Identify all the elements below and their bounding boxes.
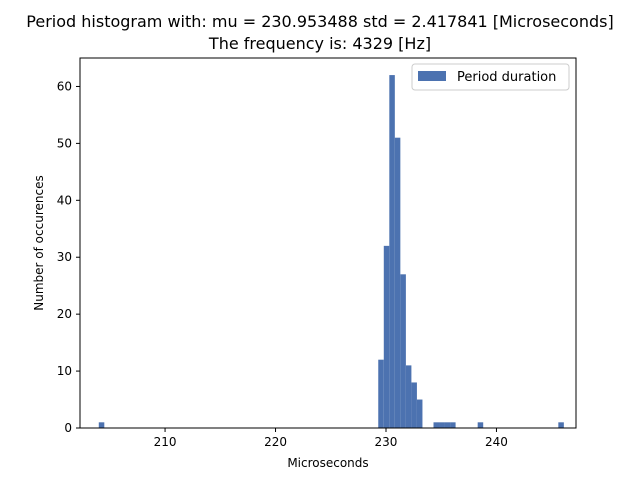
y-tick-label: 10 bbox=[57, 364, 72, 378]
x-tick-label: 220 bbox=[264, 435, 287, 449]
legend-box bbox=[411, 63, 570, 91]
x-tick-label: 210 bbox=[154, 435, 177, 449]
chart-title-line-1: Period histogram with: mu = 230.953488 s… bbox=[26, 12, 613, 31]
y-tick-label: 40 bbox=[57, 193, 72, 207]
plot-frame bbox=[79, 57, 577, 429]
x-axis-ticks: 210 220 230 240 bbox=[154, 428, 508, 449]
histogram-bar bbox=[444, 422, 451, 428]
histogram-bar bbox=[378, 359, 384, 428]
y-tick-label: 0 bbox=[64, 421, 72, 435]
histogram-bar bbox=[98, 422, 105, 428]
histogram-bar bbox=[558, 422, 564, 428]
chart-title-line-2: The frequency is: 4329 [Hz] bbox=[208, 34, 431, 53]
histogram-bar bbox=[439, 422, 445, 428]
x-axis-label: Microseconds bbox=[287, 456, 368, 470]
histogram-bar bbox=[450, 422, 456, 428]
histogram-bar bbox=[411, 382, 417, 428]
histogram-bar bbox=[477, 422, 484, 428]
histogram-bar bbox=[394, 137, 401, 428]
histogram-bar bbox=[383, 245, 390, 428]
y-tick-label: 50 bbox=[57, 136, 72, 150]
y-tick-label: 30 bbox=[57, 250, 72, 264]
histogram-bar bbox=[389, 75, 395, 428]
legend-swatch bbox=[418, 71, 446, 81]
legend: Period duration bbox=[411, 63, 570, 91]
histogram-bar bbox=[433, 422, 440, 428]
y-axis-ticks: 0 10 20 30 40 50 60 bbox=[57, 79, 80, 435]
y-tick-label: 20 bbox=[57, 307, 72, 321]
y-tick-label: 60 bbox=[57, 79, 72, 93]
x-tick-label: 230 bbox=[375, 435, 398, 449]
histogram-bars bbox=[98, 75, 564, 428]
histogram-bar bbox=[416, 399, 423, 428]
y-axis-label: Number of occurences bbox=[32, 175, 46, 310]
histogram-bar bbox=[400, 274, 406, 428]
legend-label: Period duration bbox=[457, 70, 556, 85]
histogram-bar bbox=[405, 365, 412, 428]
x-tick-label: 240 bbox=[485, 435, 508, 449]
